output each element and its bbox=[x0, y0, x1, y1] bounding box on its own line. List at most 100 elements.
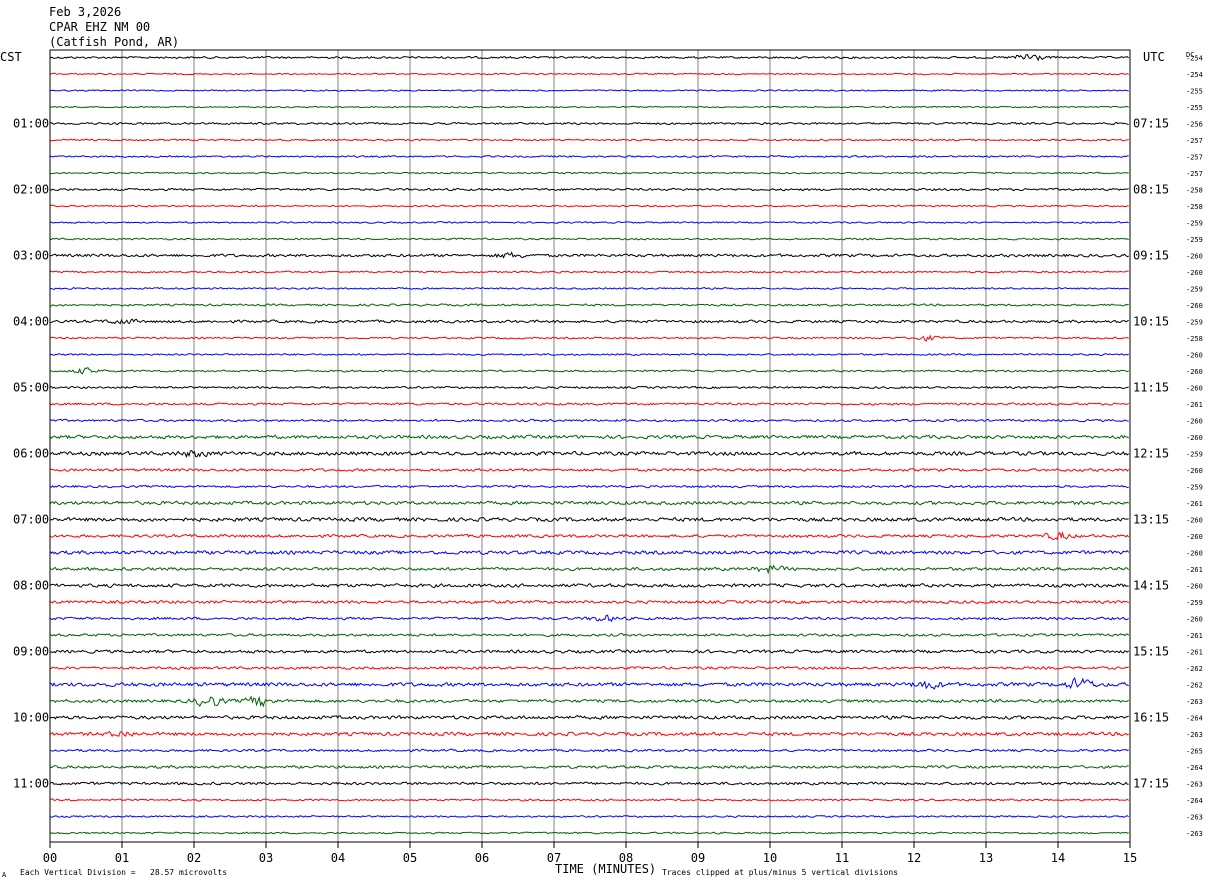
seismic-trace bbox=[49, 468, 1130, 472]
left-hour-label: 01:00 bbox=[13, 117, 49, 131]
trace-dc-offset: -259 bbox=[1186, 236, 1203, 244]
left-hour-label: 09:00 bbox=[13, 645, 49, 659]
seismic-trace bbox=[49, 583, 1129, 588]
x-tick-label: 07 bbox=[547, 851, 561, 865]
seismic-traces bbox=[49, 54, 1130, 835]
x-tick-label: 04 bbox=[331, 851, 345, 865]
right-hour-label: 13:15 bbox=[1133, 513, 1169, 527]
axis-labels: 00 01 02 03 04 05 06 07 08 09 10 11 12 13 14 15 -254 -254… bbox=[13, 55, 1203, 866]
seismic-trace bbox=[49, 72, 1129, 76]
trace-dc-offset: -263 bbox=[1186, 698, 1203, 706]
seismic-trace bbox=[49, 531, 1130, 541]
right-hour-label: 07:15 bbox=[1133, 117, 1169, 131]
trace-dc-offset: -260 bbox=[1186, 434, 1203, 442]
left-hour-label: 11:00 bbox=[13, 777, 49, 791]
seismic-trace bbox=[49, 781, 1129, 786]
seismic-trace bbox=[49, 353, 1129, 356]
seismic-trace bbox=[49, 138, 1129, 142]
seismic-trace bbox=[50, 385, 1129, 390]
trace-dc-offset: -260 bbox=[1186, 253, 1203, 261]
seismic-trace bbox=[49, 666, 1129, 670]
trace-dc-offset: -254 bbox=[1186, 55, 1203, 63]
seismic-trace bbox=[49, 676, 1129, 690]
x-tick-label: 05 bbox=[403, 851, 417, 865]
trace-dc-offset: -260 bbox=[1186, 550, 1203, 558]
x-tick-label: 00 bbox=[43, 851, 57, 865]
seismic-trace bbox=[49, 418, 1129, 423]
right-hour-label: 11:15 bbox=[1133, 381, 1169, 395]
left-hour-label: 02:00 bbox=[13, 183, 49, 197]
x-tick-label: 15 bbox=[1123, 851, 1137, 865]
left-hour-label: 05:00 bbox=[13, 381, 49, 395]
seismic-trace bbox=[49, 105, 1129, 109]
trace-dc-offset: -260 bbox=[1186, 269, 1203, 277]
trace-dc-offset: -263 bbox=[1186, 731, 1203, 739]
seismic-trace bbox=[49, 270, 1129, 274]
trace-dc-offset: -264 bbox=[1186, 797, 1203, 805]
dc-offset-header: DC bbox=[1186, 51, 1194, 59]
seismic-trace bbox=[49, 815, 1129, 818]
seismic-trace bbox=[49, 599, 1129, 605]
trace-dc-offset: -264 bbox=[1186, 715, 1203, 723]
x-tick-label: 08 bbox=[619, 851, 633, 865]
trace-dc-offset: -257 bbox=[1186, 170, 1203, 178]
left-hour-label: 04:00 bbox=[13, 315, 49, 329]
seismic-trace bbox=[49, 564, 1130, 575]
trace-dc-offset: -260 bbox=[1186, 368, 1203, 376]
seismic-trace bbox=[49, 516, 1129, 523]
seismic-trace bbox=[49, 695, 1130, 708]
trace-dc-offset: -260 bbox=[1186, 517, 1203, 525]
seismic-trace bbox=[49, 251, 1129, 259]
trace-dc-offset: -256 bbox=[1186, 121, 1203, 129]
trace-dc-offset: -261 bbox=[1186, 500, 1203, 508]
left-hour-label: 08:00 bbox=[13, 579, 49, 593]
trace-dc-offset: -258 bbox=[1186, 187, 1203, 195]
trace-dc-offset: -265 bbox=[1186, 748, 1203, 756]
seismic-trace bbox=[49, 764, 1129, 770]
x-tick-label: 06 bbox=[475, 851, 489, 865]
right-hour-label: 16:15 bbox=[1133, 711, 1169, 725]
x-tick-label: 02 bbox=[187, 851, 201, 865]
seismic-trace bbox=[49, 434, 1129, 440]
vertical-scale-note: Each Vertical Division = 28.57 microvolt… bbox=[20, 868, 227, 877]
seismic-trace bbox=[49, 287, 1129, 290]
trace-dc-offset: -259 bbox=[1186, 220, 1203, 228]
trace-dc-offset: -260 bbox=[1186, 467, 1203, 475]
seismic-trace bbox=[49, 334, 1129, 342]
trace-dc-offset: -260 bbox=[1186, 302, 1203, 310]
seismic-trace bbox=[49, 614, 1129, 623]
left-timezone-label: CST bbox=[0, 50, 22, 64]
trace-dc-offset: -260 bbox=[1186, 385, 1203, 393]
seismic-trace bbox=[49, 366, 1129, 375]
right-hour-label: 09:15 bbox=[1133, 249, 1169, 263]
seismic-trace bbox=[49, 633, 1130, 637]
trace-dc-offset: -261 bbox=[1186, 401, 1203, 409]
seismic-trace bbox=[49, 550, 1130, 556]
x-tick-label: 11 bbox=[835, 851, 849, 865]
trace-dc-offset: -259 bbox=[1186, 451, 1203, 459]
trace-dc-offset: -259 bbox=[1186, 484, 1203, 492]
trace-dc-offset: -258 bbox=[1186, 335, 1203, 343]
trace-dc-offset: -260 bbox=[1186, 583, 1203, 591]
trace-dc-offset: -259 bbox=[1186, 599, 1203, 607]
seismic-trace bbox=[49, 649, 1130, 654]
chart-date: Feb 3,2026 bbox=[49, 5, 121, 19]
left-hour-label: 10:00 bbox=[13, 711, 49, 725]
trace-dc-offset: -263 bbox=[1186, 814, 1203, 822]
seismic-trace bbox=[49, 221, 1129, 224]
x-axis-title: TIME (MINUTES) bbox=[555, 862, 656, 876]
x-tick-label: 01 bbox=[115, 851, 129, 865]
trace-dc-offset: -263 bbox=[1186, 781, 1203, 789]
trace-dc-offset: -259 bbox=[1186, 319, 1203, 327]
plot-frame bbox=[49, 49, 1131, 843]
trace-dc-offset: -264 bbox=[1186, 764, 1203, 772]
seismic-trace bbox=[49, 831, 1129, 835]
seismic-trace bbox=[49, 318, 1129, 325]
clip-note: Traces clipped at plus/minus 5 vertical … bbox=[662, 868, 898, 877]
trace-dc-offset: -254 bbox=[1186, 71, 1203, 79]
seismic-trace bbox=[49, 303, 1129, 307]
corner-mark: A bbox=[2, 871, 7, 879]
right-timezone-label: UTC bbox=[1143, 50, 1165, 64]
trace-dc-offset: -262 bbox=[1186, 682, 1203, 690]
trace-dc-offset: -260 bbox=[1186, 533, 1203, 541]
